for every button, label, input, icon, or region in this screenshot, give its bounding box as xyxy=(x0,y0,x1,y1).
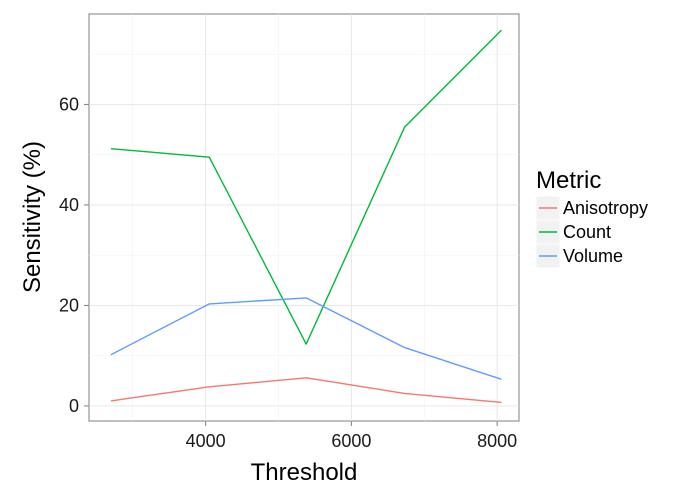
legend-title: Metric xyxy=(536,167,601,194)
legend: Metric Anisotropy Count Volume xyxy=(535,167,648,269)
axis-ticks: 4000 6000 8000 0 20 40 60 xyxy=(59,94,517,451)
series-lines xyxy=(110,29,502,404)
x-tick-label: 4000 xyxy=(186,431,226,451)
legend-items: Anisotropy Count Volume xyxy=(535,195,648,269)
legend-label-count: Count xyxy=(563,222,611,242)
series-line-count xyxy=(110,29,502,345)
y-axis-title: Sensitivity (%) xyxy=(19,141,46,293)
y-tick-label: 60 xyxy=(59,94,79,114)
series-line-volume xyxy=(110,297,502,380)
x-tick-label: 8000 xyxy=(477,431,517,451)
x-tick-label: 6000 xyxy=(331,431,371,451)
grid-lines xyxy=(89,14,519,421)
plot-panel xyxy=(88,13,520,422)
series-line-anisotropy xyxy=(110,377,502,404)
y-tick-label: 0 xyxy=(69,396,79,416)
y-tick-label: 40 xyxy=(59,195,79,215)
legend-label-anisotropy: Anisotropy xyxy=(563,198,648,218)
legend-label-volume: Volume xyxy=(563,246,623,266)
x-axis-title: Threshold xyxy=(251,459,358,486)
y-tick-label: 20 xyxy=(59,295,79,315)
